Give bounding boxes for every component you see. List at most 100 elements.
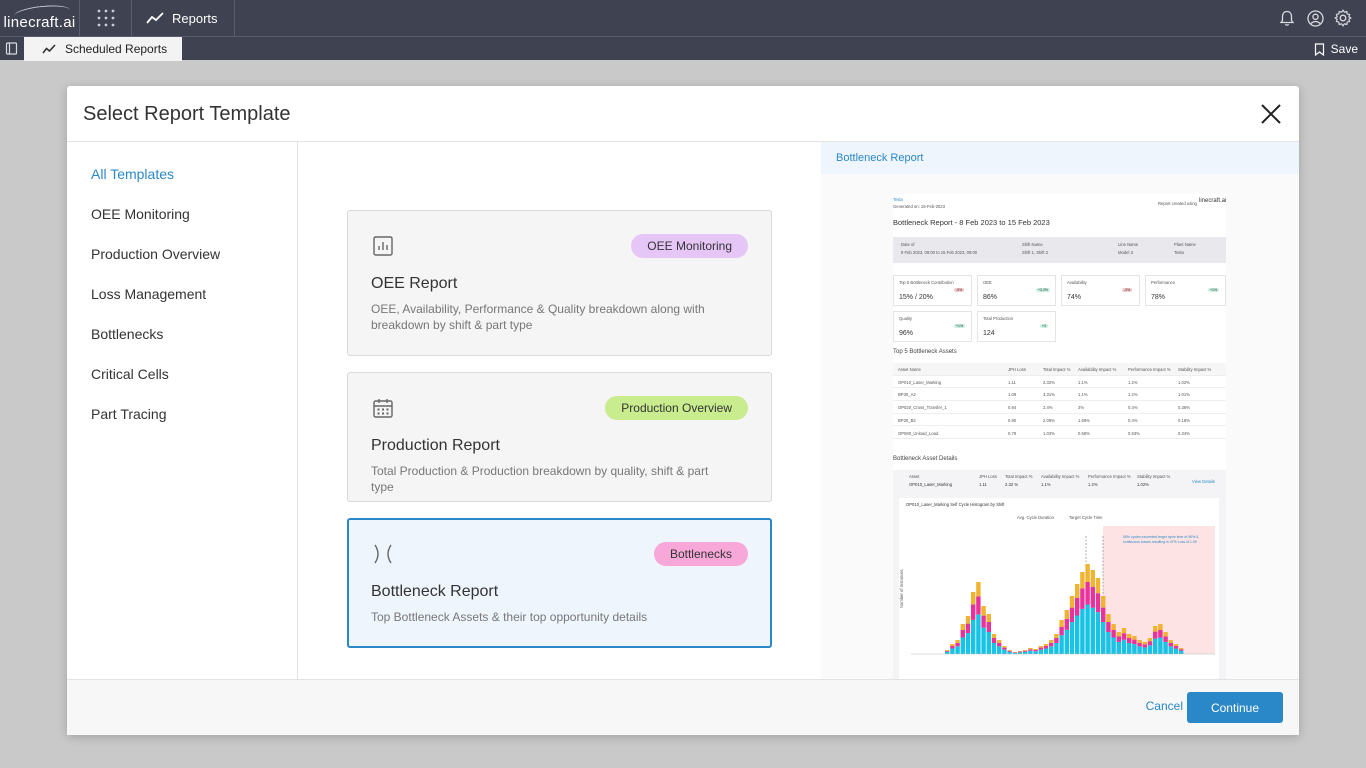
table-row: OP020_Cross_Transfer_1 0.94 2.4% 2% 0.4%… bbox=[893, 401, 1226, 414]
histogram-bar bbox=[1054, 643, 1059, 654]
histogram-bar bbox=[1038, 647, 1043, 650]
view-details-link[interactable]: View Details bbox=[1192, 479, 1215, 484]
app-logo[interactable]: linecraft.ai bbox=[0, 0, 80, 36]
sidebar-item-bottlenecks[interactable]: Bottlenecks bbox=[91, 326, 164, 342]
modal-title: Select Report Template bbox=[83, 103, 291, 125]
save-button[interactable]: Save bbox=[1314, 37, 1358, 61]
detail-value: 1.1% bbox=[1041, 482, 1051, 487]
notifications-button[interactable] bbox=[1278, 9, 1296, 27]
doc-asset-detail-panel: Asset OP010_Laser_Marking JPH Loss 1.11 … bbox=[893, 470, 1226, 679]
info-value: 8 Feb 2023, 09:00 to 15 Feb 2023, 09:00 bbox=[901, 250, 978, 255]
sidebar-item-oee-monitoring[interactable]: OEE Monitoring bbox=[91, 206, 190, 222]
template-preview-panel: Bottleneck Report Tesla Generated on: 15… bbox=[821, 142, 1299, 679]
histogram-bar bbox=[1028, 650, 1033, 654]
histogram-annotation: 55% cycles exceeded target cycle time of… bbox=[1123, 535, 1199, 544]
histogram-bar bbox=[991, 638, 997, 643]
detail-value: 2.32 % bbox=[1005, 482, 1019, 487]
histogram-bar bbox=[986, 632, 991, 654]
histogram-bar bbox=[955, 646, 960, 654]
reports-nav-tab[interactable]: Reports bbox=[132, 0, 235, 36]
histogram-bar bbox=[955, 642, 960, 647]
histogram-bar bbox=[965, 633, 971, 654]
histogram-bar bbox=[965, 623, 971, 634]
detail-header: Availability Impact % bbox=[1041, 474, 1080, 479]
top-right-actions bbox=[1278, 0, 1366, 36]
histogram-bar bbox=[1064, 618, 1069, 630]
histogram-bar bbox=[981, 627, 986, 654]
cancel-button[interactable]: Cancel bbox=[1145, 699, 1183, 713]
info-label: Plant Name bbox=[1174, 242, 1196, 247]
kpi-value: 96% bbox=[899, 330, 914, 337]
kpi-delta: +1% bbox=[954, 324, 966, 328]
kpi-card: Top 5 Bottleneck Contribution 15% / 20% … bbox=[893, 275, 972, 306]
table-cell: 0.4% bbox=[1128, 417, 1138, 423]
table-cell: OP080_Unload_Load bbox=[898, 430, 939, 436]
histogram-bar bbox=[1080, 588, 1085, 609]
template-card-bottleneck-report[interactable]: Bottlenecks Bottleneck Report Top Bottle… bbox=[347, 518, 772, 648]
modal-header: Select Report Template bbox=[67, 86, 1299, 142]
sidebar-toggle-icon[interactable] bbox=[5, 42, 18, 55]
histogram-bar bbox=[1153, 638, 1158, 654]
histogram-bar bbox=[1179, 649, 1184, 651]
user-profile-button[interactable] bbox=[1306, 9, 1324, 27]
table-cell: 0.34% bbox=[1178, 430, 1190, 436]
tab-scheduled-reports[interactable]: Scheduled Reports bbox=[24, 37, 182, 61]
bookmark-icon bbox=[1314, 42, 1324, 56]
table-cell: 1.09 bbox=[1008, 392, 1017, 398]
table-row: OP080_Unload_Load 0.79 1.03% 0.58% 0.63%… bbox=[893, 427, 1226, 440]
histogram-bar bbox=[1137, 640, 1142, 643]
table-header: Total Impact % bbox=[1043, 367, 1071, 372]
table-cell: BP30_A2 bbox=[898, 392, 916, 398]
histogram-bar bbox=[960, 630, 965, 638]
settings-button[interactable] bbox=[1334, 9, 1352, 27]
table-cell: 1.1% bbox=[1078, 379, 1088, 385]
doc-info-bar: Date of 8 Feb 2023, 09:00 to 15 Feb 2023… bbox=[893, 237, 1226, 263]
histogram-bar bbox=[1132, 636, 1137, 640]
histogram-bar bbox=[1101, 607, 1106, 623]
histogram-title: OP010_Laser_Marking Self Cycle Histogram… bbox=[906, 502, 1005, 507]
histogram-bar bbox=[971, 592, 976, 605]
histogram-bar bbox=[1101, 622, 1106, 654]
histogram-bar bbox=[1142, 647, 1147, 654]
sidebar-item-all-templates[interactable]: All Templates bbox=[91, 166, 175, 182]
table-header: Asset Name bbox=[898, 367, 921, 372]
histogram-bar bbox=[1111, 637, 1116, 654]
histogram-bar bbox=[1127, 643, 1132, 654]
apps-grid-icon bbox=[97, 9, 114, 27]
doc-assets-title: Top 5 Bottleneck Assets bbox=[893, 349, 957, 355]
template-card-production-report[interactable]: Production Overview Production Report To… bbox=[347, 372, 772, 502]
doc-site: Tesla bbox=[893, 197, 903, 202]
table-cell: 1.02% bbox=[1178, 379, 1190, 385]
table-header: Performance Impact % bbox=[1128, 367, 1171, 372]
close-icon[interactable] bbox=[1259, 102, 1283, 126]
table-cell: 0.90 bbox=[1008, 417, 1017, 423]
table-cell: 0.4% bbox=[1128, 405, 1138, 411]
histogram-bar bbox=[1023, 650, 1028, 652]
histogram-bar bbox=[986, 614, 991, 622]
info-value: Tesla bbox=[1174, 250, 1184, 255]
card-title: Production Report bbox=[371, 437, 500, 454]
histogram-bar bbox=[971, 619, 976, 654]
histogram-bar bbox=[1173, 644, 1179, 646]
detail-value: OP010_Laser_Marking bbox=[909, 482, 953, 487]
histogram-bar bbox=[1173, 646, 1179, 649]
sidebar-item-part-tracing[interactable]: Part Tracing bbox=[91, 406, 167, 422]
kpi-value: 86% bbox=[983, 294, 998, 301]
sidebar-item-production-overview[interactable]: Production Overview bbox=[91, 246, 221, 262]
kpi-label: OEE bbox=[983, 280, 992, 285]
sidebar-item-critical-cells[interactable]: Critical Cells bbox=[91, 366, 169, 382]
histogram-bar bbox=[1147, 645, 1153, 654]
histogram-bar bbox=[1132, 644, 1137, 654]
select-template-modal: Select Report Template All Templates OEE… bbox=[67, 86, 1299, 735]
apps-grid-button[interactable] bbox=[80, 0, 132, 36]
histogram-bar bbox=[1090, 586, 1095, 608]
histogram-bar bbox=[1002, 649, 1007, 654]
histogram-bar bbox=[1023, 651, 1028, 654]
sidebar-item-loss-management[interactable]: Loss Management bbox=[91, 286, 207, 302]
histogram-bar bbox=[1163, 632, 1168, 637]
continue-button[interactable]: Continue bbox=[1187, 692, 1283, 723]
template-card-oee-report[interactable]: OEE Monitoring OEE Report OEE, Availabil… bbox=[347, 210, 772, 356]
histogram-bar bbox=[976, 614, 981, 654]
histogram-bar bbox=[960, 637, 965, 654]
histogram-bar bbox=[1075, 598, 1080, 616]
